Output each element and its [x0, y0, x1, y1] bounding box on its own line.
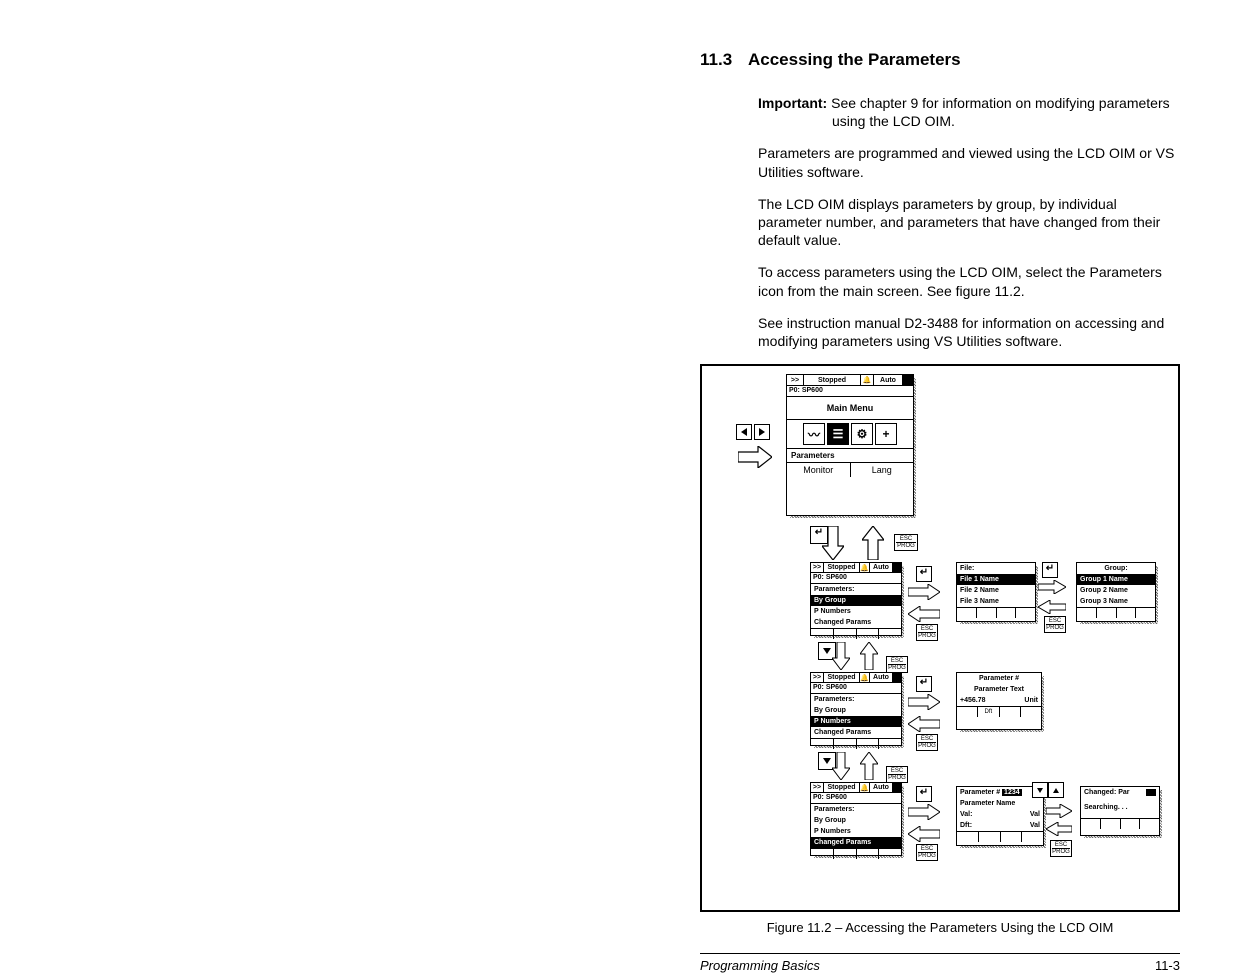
param-detail-panel: Parameter # Parameter Text +456.78 Unit …: [956, 672, 1042, 730]
enter-key-5[interactable]: [916, 786, 932, 802]
flow-arrow-up-2-icon: [860, 642, 878, 670]
up-key[interactable]: [1048, 782, 1064, 798]
section-title: Accessing the Parameters: [748, 50, 961, 69]
nav-left-key[interactable]: [736, 424, 752, 440]
menu-changed-sel[interactable]: Changed Params: [811, 837, 901, 848]
down-key-3[interactable]: [1032, 782, 1048, 798]
parameters-icon[interactable]: ☰: [827, 423, 849, 445]
important-label: Important:: [758, 95, 827, 111]
menu-changed[interactable]: Changed Params: [811, 617, 901, 628]
params-panel-bygroup: >>Stopped🔔Auto P0: SP600 Parameters: By …: [810, 562, 902, 636]
page-footer: Programming Basics 11-3: [700, 953, 1180, 973]
body-text: Important: See chapter 9 for information…: [758, 94, 1180, 350]
enter-key-4[interactable]: [916, 676, 932, 692]
esc-prog-key-4[interactable]: ESCPROG: [916, 734, 938, 751]
flow-arrow-left-3-icon: [1038, 600, 1066, 614]
icons-under-label: Parameters: [787, 449, 913, 463]
paramnum-row1: Parameter # 1234: [957, 787, 1043, 798]
tab-lang[interactable]: Lang: [851, 463, 914, 477]
paragraph-4: To access parameters using the LCD OIM, …: [758, 263, 1180, 299]
main-icon-row: 〰 ☰ ⚙ +: [787, 420, 913, 449]
section-number: 11.3: [700, 50, 748, 70]
paragraph-3: The LCD OIM displays parameters by group…: [758, 195, 1180, 250]
group-3[interactable]: Group 3 Name: [1077, 596, 1155, 607]
paragraph-2: Parameters are programmed and viewed usi…: [758, 144, 1180, 180]
enter-key-2[interactable]: [916, 566, 932, 582]
paramdetail-l2: Parameter Text: [957, 684, 1041, 695]
flow-arrow-right-icon: [738, 446, 772, 468]
important-line2: using the LCD OIM.: [832, 112, 1180, 130]
flow-arrow-right-3-icon: [1038, 580, 1066, 594]
enter-key-3[interactable]: [1042, 562, 1058, 578]
file-title: File:: [957, 563, 1035, 574]
paramdetail-l3: +456.78 Unit: [957, 695, 1041, 706]
plus-icon[interactable]: +: [875, 423, 897, 445]
esc-prog-key-6[interactable]: ESCPROG: [916, 844, 938, 861]
esc-prog-key-7[interactable]: ESCPROG: [1050, 840, 1072, 857]
param-num-panel: Parameter # 1234 Parameter Name Val:Val …: [956, 786, 1044, 846]
nav-left-right-keys: [736, 424, 770, 440]
file-3[interactable]: File 3 Name: [957, 596, 1035, 607]
footer-title: Programming Basics: [700, 958, 820, 973]
menu-pnumbers[interactable]: P Numbers: [811, 606, 901, 617]
bottom-tabs: Monitor Lang: [787, 463, 913, 477]
changed-title: Changed: Par: [1084, 788, 1130, 797]
esc-prog-key-5[interactable]: ESCPROG: [886, 766, 908, 783]
main-menu-title: Main Menu: [787, 397, 913, 420]
menu-pnumbers-sel[interactable]: P Numbers: [811, 716, 901, 727]
changed-bar-icon: [1146, 789, 1156, 796]
paragraph-5: See instruction manual D2-3488 for infor…: [758, 314, 1180, 350]
text-column: 11.3Accessing the Parameters Important: …: [700, 50, 1180, 350]
tab-monitor[interactable]: Monitor: [787, 463, 851, 477]
paramnum-name: Parameter Name: [957, 798, 1043, 809]
flow-arrow-up-icon: [862, 526, 884, 560]
footer-page: 11-3: [1155, 958, 1180, 973]
flow-arrow-left-2-icon: [908, 606, 940, 622]
file-1[interactable]: File 1 Name: [957, 574, 1035, 585]
menu-bygroup[interactable]: By Group: [811, 595, 901, 606]
group-2[interactable]: Group 2 Name: [1077, 585, 1155, 596]
esc-prog-key[interactable]: ESC PROG: [894, 534, 918, 551]
section-heading: 11.3Accessing the Parameters: [700, 50, 1180, 70]
flow-arrow-right-2-icon: [908, 584, 940, 600]
params-panel-pnumbers: >>Stopped🔔Auto P0: SP600 Parameters: By …: [810, 672, 902, 746]
group-panel: Group: Group 1 Name Group 2 Name Group 3…: [1076, 562, 1156, 622]
group-title: Group:: [1077, 563, 1155, 574]
main-menu-panel: >> Stopped 🔔 Auto P0: SP600 Main Menu 〰 …: [786, 374, 914, 516]
changed-panel: Changed: Par Searching. . .: [1080, 786, 1160, 836]
flow-arrow-down-icon: [822, 526, 844, 560]
status-dot-icon: [903, 375, 913, 385]
status-mode: Auto: [874, 375, 903, 385]
important-paragraph: Important: See chapter 9 for information…: [758, 94, 1180, 130]
paramdetail-l1: Parameter #: [957, 673, 1041, 684]
status-state: Stopped: [804, 375, 861, 385]
tool-icon[interactable]: ⚙: [851, 423, 873, 445]
paramnum-value: 1234: [1002, 789, 1022, 796]
flow-arrow-down-2-icon: [832, 642, 850, 670]
file-2[interactable]: File 2 Name: [957, 585, 1035, 596]
esc-prog-key-2[interactable]: ESCPROG: [916, 624, 938, 641]
esc-prog-key-3[interactable]: ESCPROG: [1044, 616, 1066, 633]
status-bell-icon: 🔔: [861, 375, 874, 385]
status-row: >> Stopped 🔔 Auto: [787, 375, 913, 386]
status-dir: >>: [787, 375, 804, 385]
p0-row: P0: SP600: [787, 386, 913, 397]
params-panel-changed: >>Stopped🔔Auto P0: SP600 Parameters: By …: [810, 782, 902, 856]
changed-body: Searching. . .: [1081, 798, 1159, 818]
prog-label: PROG: [896, 542, 916, 549]
params-title: Parameters:: [811, 584, 901, 595]
right-arrow-icon: [759, 428, 765, 436]
nav-right-key[interactable]: [754, 424, 770, 440]
esc-prog-key-mid[interactable]: ESCPROG: [886, 656, 908, 673]
group-1[interactable]: Group 1 Name: [1077, 574, 1155, 585]
document-page: 11.3Accessing the Parameters Important: …: [0, 0, 1235, 973]
figure-box: >> Stopped 🔔 Auto P0: SP600 Main Menu 〰 …: [700, 364, 1180, 912]
important-line1: See chapter 9 for information on modifyi…: [831, 95, 1170, 111]
left-arrow-icon: [741, 428, 747, 436]
file-panel: File: File 1 Name File 2 Name File 3 Nam…: [956, 562, 1036, 622]
figure-caption: Figure 11.2 – Accessing the Parameters U…: [700, 920, 1180, 935]
wave-icon[interactable]: 〰: [803, 423, 825, 445]
